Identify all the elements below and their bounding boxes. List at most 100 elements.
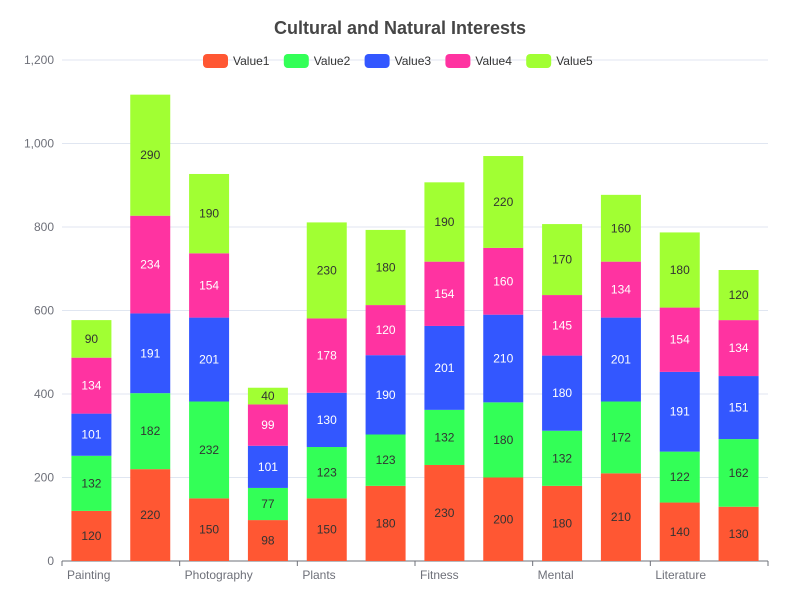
bar-segment <box>659 371 700 452</box>
bar-value-label: 230 <box>434 506 454 520</box>
bar-segment <box>365 355 406 435</box>
bar-segment <box>71 320 112 358</box>
bar-value-label: 98 <box>261 534 275 548</box>
bar-value-label: 145 <box>552 318 572 332</box>
bar-segment <box>247 404 288 446</box>
bar-value-label: 201 <box>434 361 454 375</box>
bar-segment <box>306 447 347 499</box>
bar-segment <box>659 307 700 372</box>
bar-segment <box>130 94 171 216</box>
bar-value-label: 180 <box>493 433 513 447</box>
bar-segment <box>424 409 465 465</box>
bar-segment <box>247 520 288 561</box>
bar-value-label: 40 <box>261 389 275 403</box>
bar-value-label: 99 <box>261 418 275 432</box>
bar-segment <box>306 222 347 319</box>
bar-segment <box>600 317 641 402</box>
bar-segment <box>600 261 641 318</box>
y-tick-label: 1,200 <box>24 53 54 67</box>
bar-value-label: 120 <box>729 288 749 302</box>
bar-segment <box>306 392 347 448</box>
legend-item-label[interactable]: Value3 <box>395 54 432 68</box>
bar-value-label: 191 <box>140 346 160 360</box>
bar-segment <box>365 485 406 561</box>
y-tick-label: 1,000 <box>24 137 54 151</box>
bar-value-label: 154 <box>434 287 454 301</box>
bar-value-label: 134 <box>611 283 631 297</box>
bar-segment <box>600 401 641 474</box>
bar-value-label: 201 <box>199 353 219 367</box>
y-tick-label: 400 <box>34 387 54 401</box>
x-tick-label: Literature <box>655 568 706 582</box>
bar-segment <box>424 261 465 326</box>
bar-value-label: 140 <box>670 525 690 539</box>
legend-item-label[interactable]: Value4 <box>475 54 512 68</box>
x-tick-label: Photography <box>185 568 253 582</box>
bar-segment <box>659 232 700 308</box>
bar-value-label: 77 <box>261 497 275 511</box>
x-tick-label: Plants <box>302 568 335 582</box>
legend-swatch[interactable] <box>203 54 228 68</box>
bar-segment <box>424 464 465 561</box>
legend-item-label[interactable]: Value2 <box>314 54 351 68</box>
bar-value-label: 180 <box>670 263 690 277</box>
bar-value-label: 120 <box>81 529 101 543</box>
legend-swatch[interactable] <box>445 54 471 68</box>
bar-value-label: 191 <box>670 405 690 419</box>
bar-value-label: 101 <box>81 428 101 442</box>
bar-segment <box>189 498 230 561</box>
bar-segment <box>718 270 759 321</box>
bar-segment <box>718 439 759 507</box>
bar-segment <box>718 506 759 561</box>
legend-swatch[interactable] <box>283 54 309 68</box>
bar-segment <box>189 401 230 499</box>
bar-value-label: 160 <box>611 221 631 235</box>
chart-title: Cultural and Natural Interests <box>273 18 527 38</box>
bar-value-label: 170 <box>552 253 572 267</box>
bar-value-label: 101 <box>258 460 278 474</box>
bar-segment <box>71 510 112 561</box>
bar-value-label: 151 <box>729 401 749 415</box>
bar-value-label: 190 <box>434 215 454 229</box>
bar-value-label: 122 <box>670 470 690 484</box>
bar-segment <box>71 413 112 456</box>
bar-value-label: 178 <box>317 349 337 363</box>
bar-value-label: 150 <box>317 523 337 537</box>
bar-segment <box>542 355 583 431</box>
bar-segment <box>189 317 230 402</box>
bar-value-label: 232 <box>199 443 219 457</box>
bar-segment <box>189 173 230 254</box>
bar-value-label: 210 <box>611 510 631 524</box>
bar-value-label: 134 <box>81 379 101 393</box>
legend-item-label[interactable]: Value1 <box>233 54 270 68</box>
bar-segment <box>247 445 288 488</box>
bar-value-label: 154 <box>199 278 219 292</box>
bar-value-label: 220 <box>140 508 160 522</box>
bar-segment <box>365 229 406 306</box>
y-tick-label: 200 <box>34 471 54 485</box>
bar-value-label: 120 <box>376 323 396 337</box>
bar-segment <box>365 305 406 356</box>
bar-value-label: 150 <box>199 523 219 537</box>
bar-segment <box>71 357 112 414</box>
bar-segment <box>130 215 171 314</box>
bar-segment <box>483 402 524 478</box>
legend-swatch[interactable] <box>526 54 552 68</box>
bar-segment <box>71 455 112 511</box>
bar-segment <box>483 156 524 248</box>
bar-segment <box>542 295 583 356</box>
legend-item-label[interactable]: Value5 <box>556 54 593 68</box>
bar-segment <box>424 182 465 262</box>
bar-segment <box>424 325 465 410</box>
bar-value-label: 180 <box>552 386 572 400</box>
bar-segment <box>483 314 524 403</box>
bar-value-label: 180 <box>376 260 396 274</box>
legend-swatch[interactable] <box>364 54 390 68</box>
bar-segment <box>600 473 641 561</box>
bar-value-label: 201 <box>611 353 631 367</box>
bar-segment <box>130 313 171 394</box>
bar-value-label: 182 <box>140 424 160 438</box>
bar-value-label: 200 <box>493 512 513 526</box>
